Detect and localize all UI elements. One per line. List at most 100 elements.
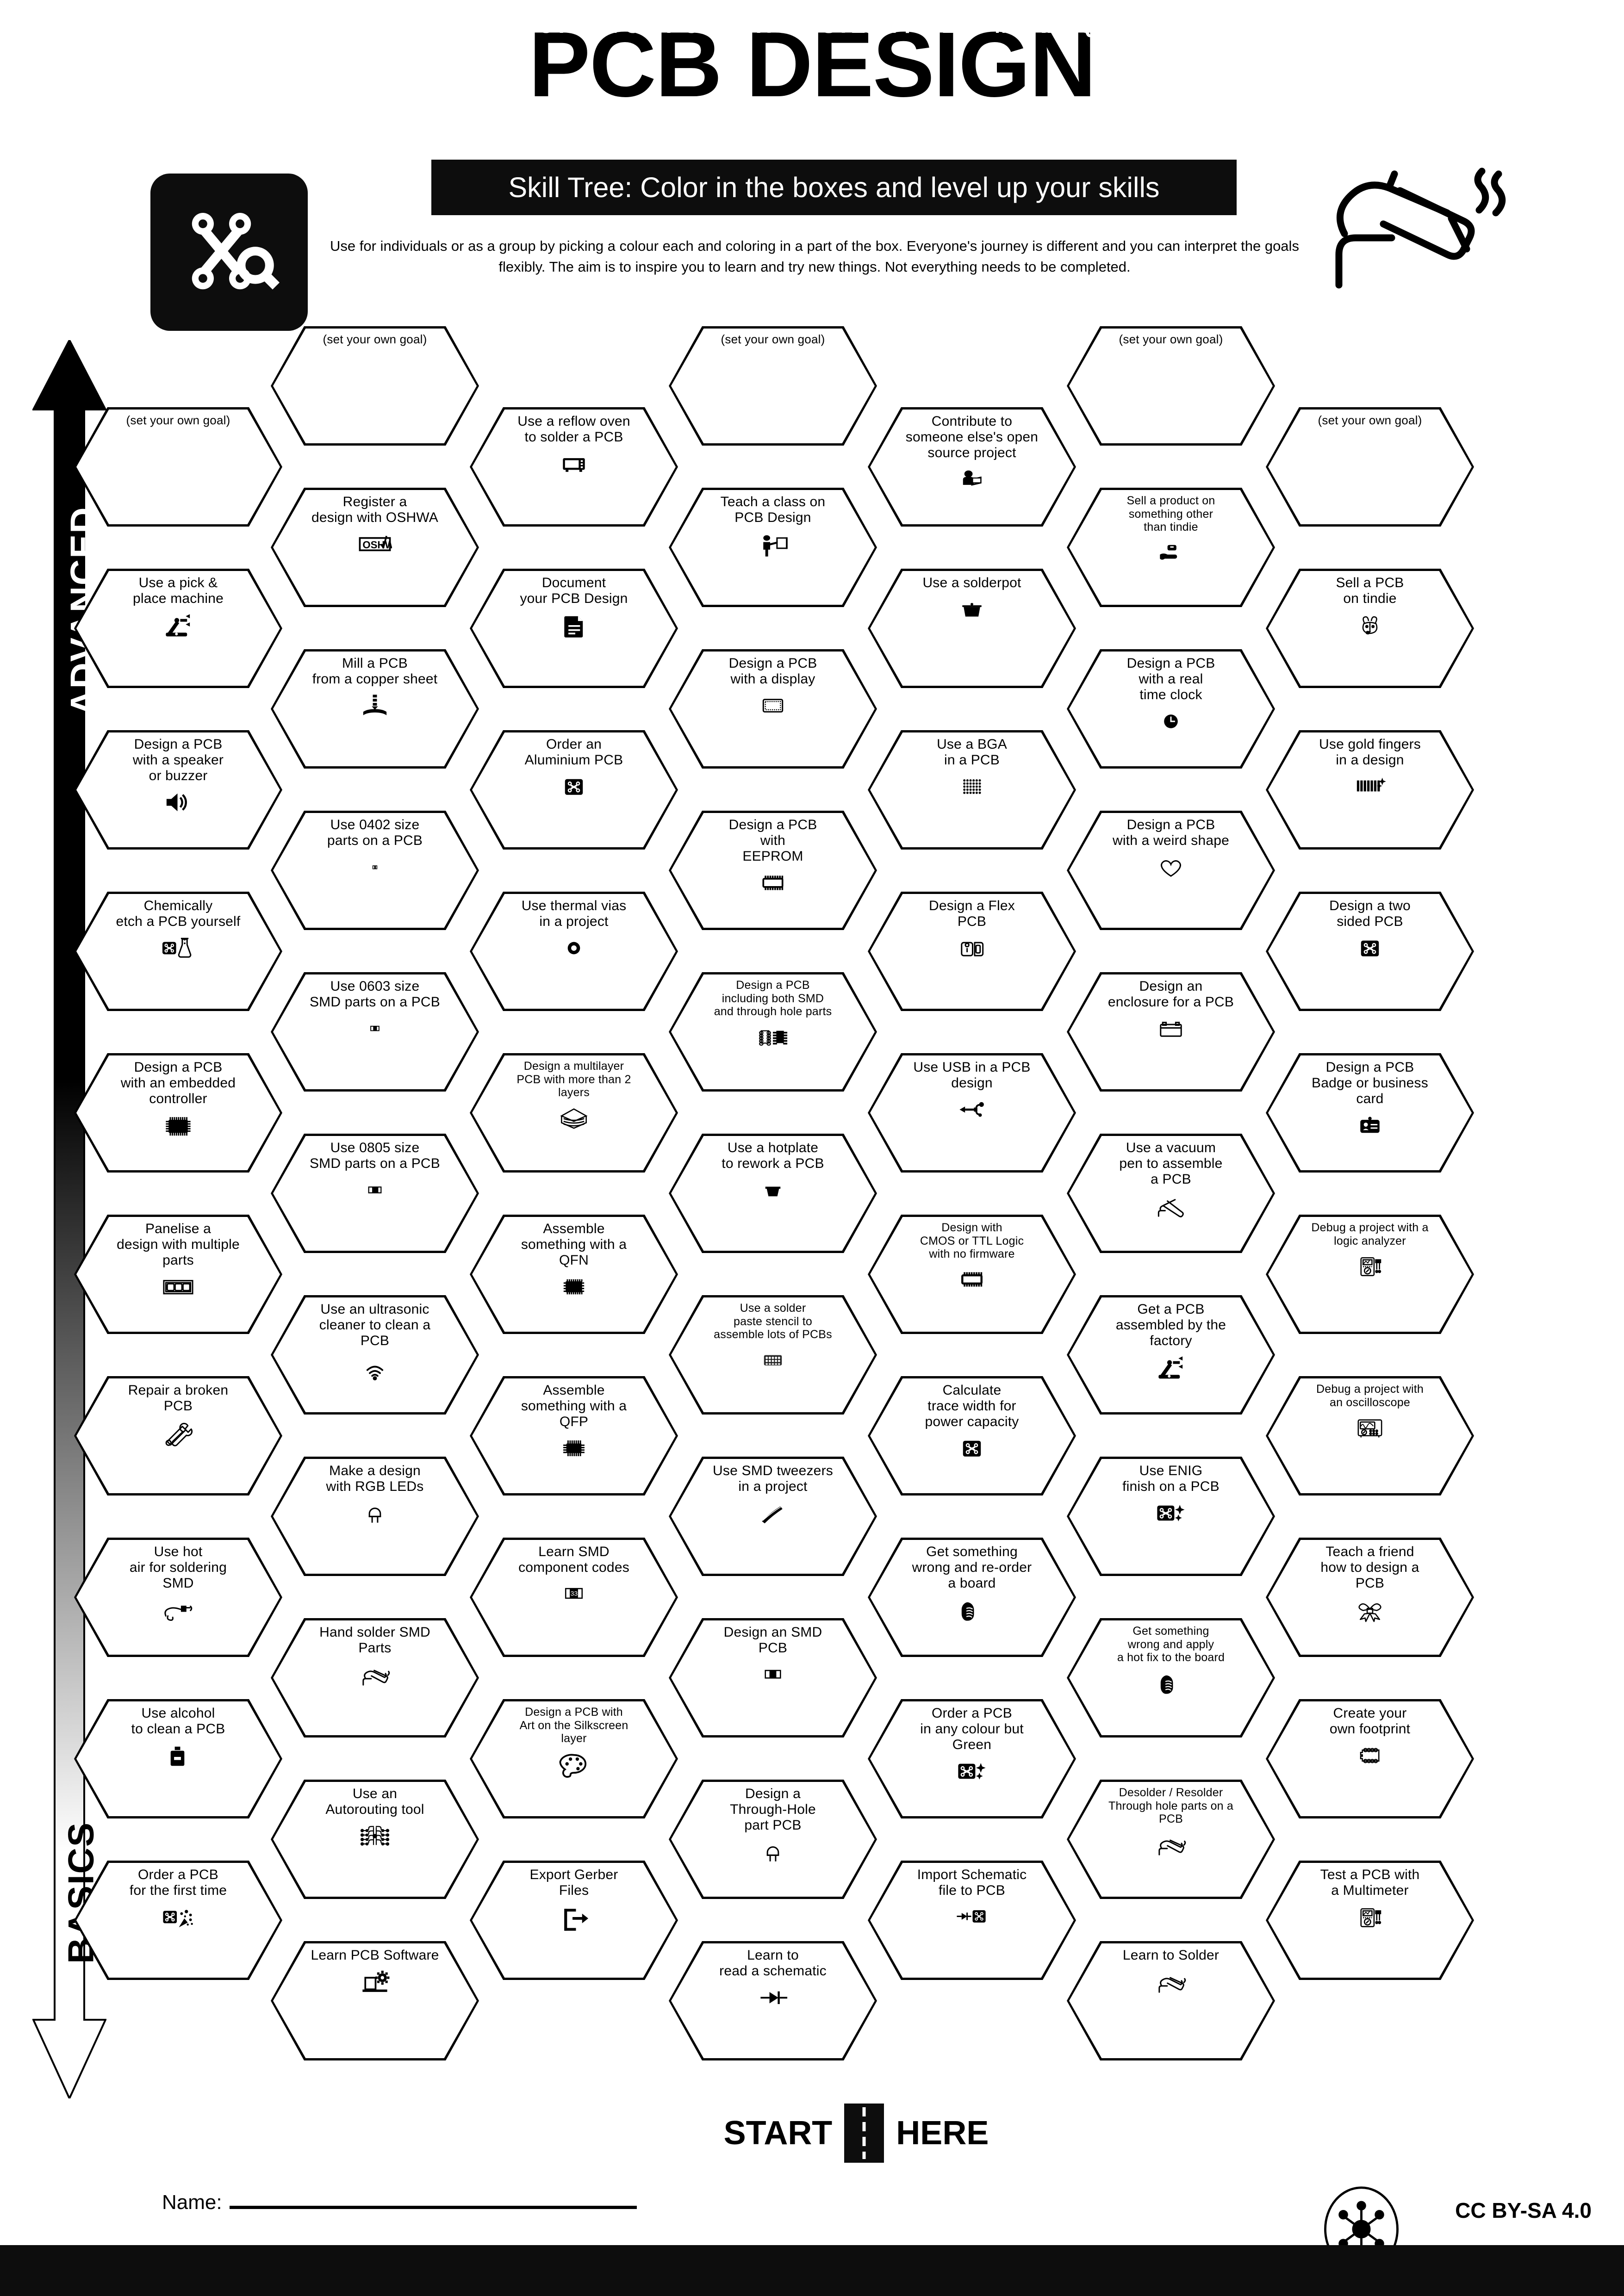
skill-hex[interactable]: Create your own footprint	[1266, 1699, 1474, 1818]
skill-hex[interactable]: Get something wrong and re-order a board	[868, 1538, 1076, 1657]
skill-label: Import Schematic file to PCB	[917, 1867, 1027, 1898]
hex-outline	[470, 1376, 678, 1496]
skill-hex[interactable]: Use a reflow oven to solder a PCB	[470, 407, 678, 527]
hex-outline	[1067, 972, 1275, 1092]
skill-hex[interactable]: (set your own goal)	[271, 326, 479, 446]
skill-hex[interactable]: Use a solderpot	[868, 569, 1076, 688]
skill-hex[interactable]: Use USB in a PCB design	[868, 1053, 1076, 1173]
skill-hex[interactable]: Use 0603 size SMD parts on a PCB	[271, 972, 479, 1092]
skill-hex[interactable]: Test a PCB with a Multimeter	[1266, 1861, 1474, 1980]
skill-hex[interactable]: Use ENIG finish on a PCB	[1067, 1457, 1275, 1576]
skill-hex[interactable]: Teach a friend how to design a PCB	[1266, 1538, 1474, 1657]
skill-hex[interactable]: Design a PCB with a display	[669, 649, 877, 769]
skill-hex[interactable]: Design a PCB with an embedded controller	[74, 1053, 282, 1173]
skill-hex[interactable]: Design a PCB including both SMD and throug…	[669, 972, 877, 1092]
hex-outline	[868, 569, 1076, 688]
skill-hex[interactable]: Learn to read a schematic	[669, 1941, 877, 2060]
solder-iron-icon	[1154, 1829, 1188, 1860]
soldering-iron-icon	[1314, 157, 1508, 310]
skill-hex[interactable]: Contribute to someone else's open source p…	[868, 407, 1076, 527]
skill-hex[interactable]: Get something wrong and apply a hot fix to…	[1067, 1618, 1275, 1738]
hex-outline	[271, 972, 479, 1092]
skill-label: Assemble something with a QFN	[521, 1221, 627, 1268]
name-field[interactable]: Name:	[162, 2191, 637, 2214]
skill-hex[interactable]: Export Gerber Files	[470, 1861, 678, 1980]
skill-hex[interactable]: Sell a PCB on tindie	[1266, 569, 1474, 688]
skill-hex[interactable]: Order a PCB in any colour but Green	[868, 1699, 1076, 1818]
skill-hex[interactable]: Panelise a design with multiple parts	[74, 1215, 282, 1334]
skill-hex[interactable]: Design a Flex PCB	[868, 892, 1076, 1011]
skill-hex[interactable]: Use a hotplate to rework a PCB	[669, 1134, 877, 1253]
skill-hex[interactable]: Repair a broken PCB	[74, 1376, 282, 1496]
hex-outline	[1266, 1215, 1474, 1334]
skill-hex[interactable]: Use an Autorouting tool	[271, 1780, 479, 1899]
skill-hex[interactable]: Use gold fingers in a design	[1266, 730, 1474, 850]
skill-hex[interactable]: Register a design with OSHWA OSHW	[271, 488, 479, 607]
skill-hex[interactable]: Use a BGA in a PCB	[868, 730, 1076, 850]
skill-hex[interactable]: Learn to Solder	[1067, 1941, 1275, 2060]
skill-hex[interactable]: Design a PCB with Art on the Silkscreen la…	[470, 1699, 678, 1818]
skill-hex[interactable]: Assemble something with a QFP	[470, 1376, 678, 1496]
skill-hex[interactable]: Design a two sided PCB	[1266, 892, 1474, 1011]
skill-hex[interactable]: Use hot air for soldering SMD	[74, 1538, 282, 1657]
skill-hex[interactable]: Mill a PCB from a copper sheet	[271, 649, 479, 769]
hex-outline	[1266, 407, 1474, 527]
skill-hex[interactable]: Design a PCB with a speaker or buzzer	[74, 730, 282, 850]
skill-hex[interactable]: Order an Aluminium PCB	[470, 730, 678, 850]
skill-hex[interactable]: Calculate trace width for power capacity	[868, 1376, 1076, 1496]
skill-hex[interactable]: Make a design with RGB LEDs	[271, 1457, 479, 1576]
road-icon	[844, 2104, 884, 2163]
skill-label: Use 0402 size parts on a PCB	[327, 817, 423, 848]
heart-icon	[1154, 852, 1188, 882]
skill-label: (set your own goal)	[323, 332, 427, 346]
skill-hex[interactable]: Design with CMOS or TTL Logic with no firm…	[868, 1215, 1076, 1334]
skill-hex[interactable]: Design an SMD PCB	[669, 1618, 877, 1738]
oven-icon	[557, 448, 591, 479]
skill-hex[interactable]: Design an enclosure for a PCB	[1067, 972, 1275, 1092]
skill-hex[interactable]: Learn SMD component codes 331	[470, 1538, 678, 1657]
skill-hex[interactable]: Use SMD tweezers in a project	[669, 1457, 877, 1576]
skill-hex[interactable]: Debug a project with a logic analyzer	[1266, 1215, 1474, 1334]
skill-hex[interactable]: Design a PCB with a real time clock	[1067, 649, 1275, 769]
skill-hex[interactable]: Desolder / Resolder Through hole parts on…	[1067, 1780, 1275, 1899]
skill-hex[interactable]: Hand solder SMD Parts	[271, 1618, 479, 1738]
skill-hex[interactable]: Design a PCB with EEPROM	[669, 811, 877, 930]
skill-hex[interactable]: Chemically etch a PCB yourself	[74, 892, 282, 1011]
skill-hex[interactable]: Design a PCB Badge or business card	[1266, 1053, 1474, 1173]
skill-hex[interactable]: Use alcohol to clean a PCB	[74, 1699, 282, 1818]
skill-hex[interactable]: Import Schematic file to PCB	[868, 1861, 1076, 1980]
skill-hex[interactable]: Use a solder paste stencil to assemble lot…	[669, 1295, 877, 1415]
skill-hex[interactable]: Order a PCB for the first time	[74, 1861, 282, 1980]
skill-hex[interactable]: Get a PCB assembled by the factory	[1067, 1295, 1275, 1415]
skill-hex[interactable]: (set your own goal)	[1266, 407, 1474, 527]
skill-hex[interactable]: Design a Through-Hole part PCB	[669, 1780, 877, 1899]
skill-hex[interactable]: Use 0402 size parts on a PCB	[271, 811, 479, 930]
palette-icon	[557, 1749, 591, 1779]
skill-hex[interactable]: Assemble something with a QFN	[470, 1215, 678, 1334]
skill-label: Use thermal vias in a project	[521, 898, 627, 929]
skill-hex[interactable]: (set your own goal)	[74, 407, 282, 527]
skill-hex[interactable]: Sell a product on something other than tin…	[1067, 488, 1275, 607]
skill-hex[interactable]: (set your own goal)	[669, 326, 877, 446]
skill-hex[interactable]: (set your own goal)	[1067, 326, 1275, 446]
skill-hex[interactable]: Design a PCB with a weird shape	[1067, 811, 1275, 930]
usb-icon	[955, 1094, 989, 1125]
led-outline-icon	[756, 1837, 790, 1867]
skill-hex[interactable]: Use a pick & place machine	[74, 569, 282, 688]
skill-hex[interactable]: Use an ultrasonic cleaner to clean a PCB	[271, 1295, 479, 1415]
skill-hex[interactable]: Use thermal vias in a project	[470, 892, 678, 1011]
skill-hex[interactable]: Debug a project with an oscilloscope	[1266, 1376, 1474, 1496]
skill-label: Teach a class on PCB Design	[720, 494, 826, 525]
bottle-icon	[161, 1740, 195, 1771]
speaker-icon	[161, 787, 195, 818]
hex-outline	[74, 1861, 282, 1980]
skill-hex[interactable]: Use a vacuum pen to assemble a PCB	[1067, 1134, 1275, 1253]
skill-hex[interactable]: Learn PCB Software	[271, 1941, 479, 2060]
skill-hex[interactable]: Teach a class on PCB Design	[669, 488, 877, 607]
skill-hex[interactable]: Document your PCB Design	[470, 569, 678, 688]
skill-label: Test a PCB with a Multimeter	[1320, 1867, 1420, 1898]
skill-label: Export Gerber Files	[529, 1867, 618, 1898]
name-input-line[interactable]	[229, 2206, 637, 2209]
skill-hex[interactable]: Use 0805 size SMD parts on a PCB	[271, 1134, 479, 1253]
